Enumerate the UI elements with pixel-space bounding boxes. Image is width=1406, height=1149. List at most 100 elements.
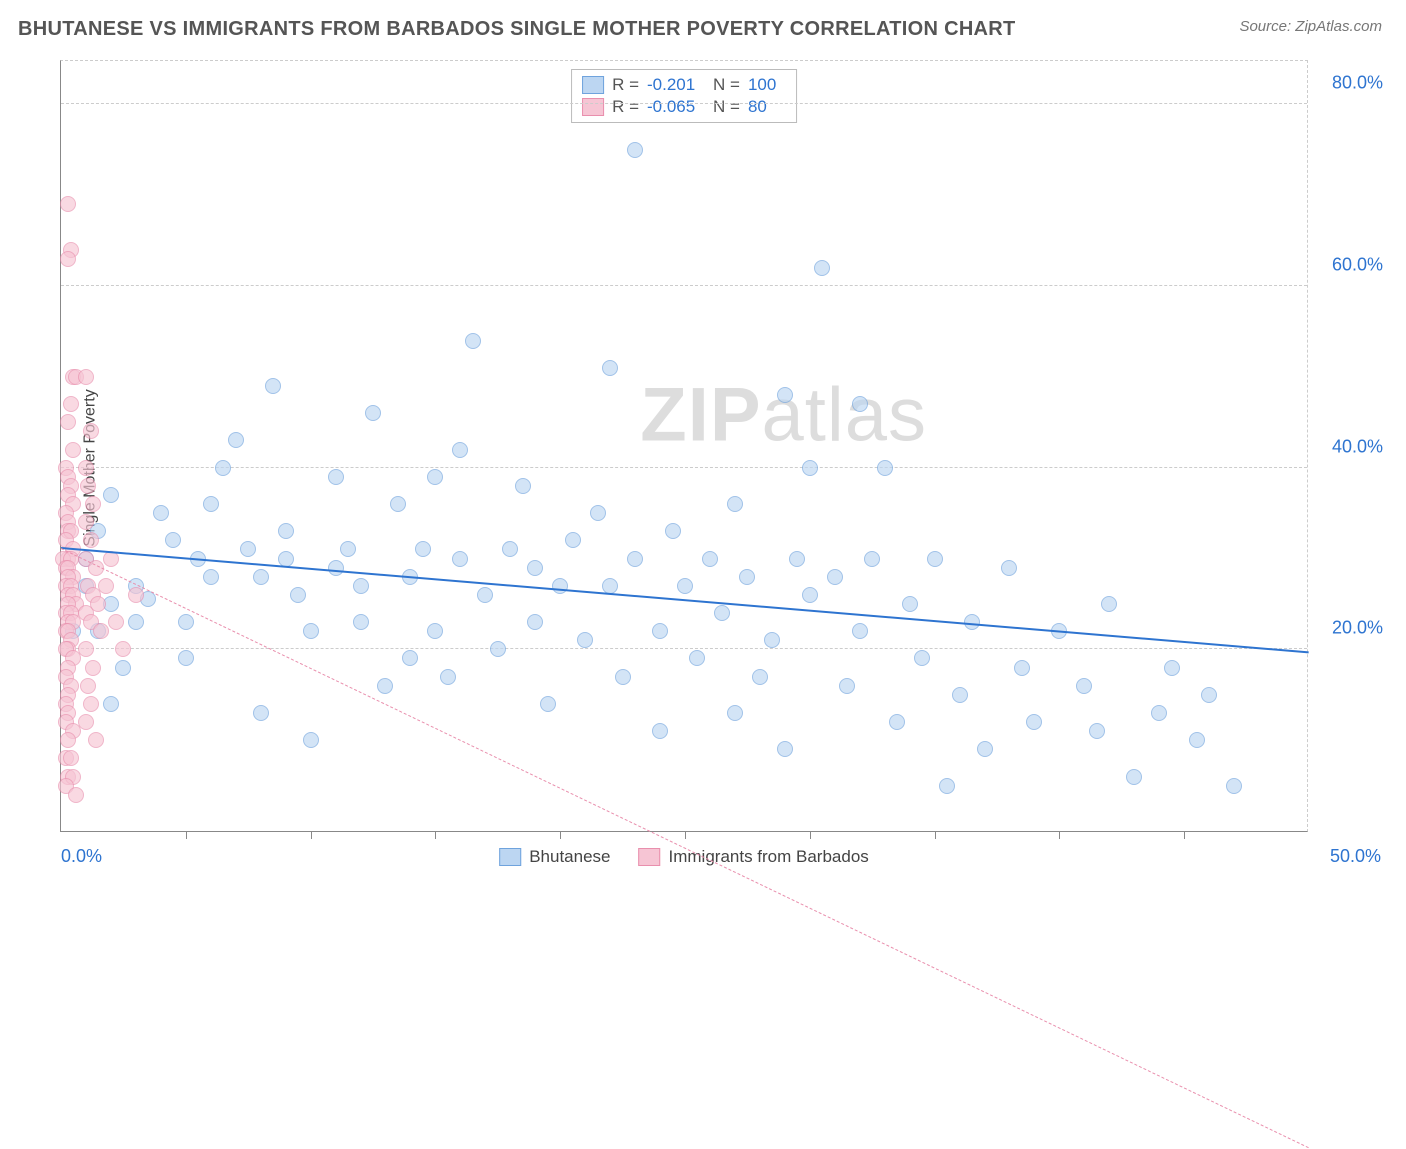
data-point xyxy=(889,714,905,730)
data-point xyxy=(877,460,893,476)
data-point xyxy=(78,460,94,476)
data-point xyxy=(1089,723,1105,739)
data-point xyxy=(552,578,568,594)
x-tick xyxy=(1059,831,1060,839)
n-value: 100 xyxy=(748,75,782,95)
x-tick xyxy=(560,831,561,839)
data-point xyxy=(1101,596,1117,612)
data-point xyxy=(290,587,306,603)
data-point xyxy=(178,650,194,666)
data-point xyxy=(440,669,456,685)
x-tick xyxy=(810,831,811,839)
data-point xyxy=(328,560,344,576)
x-tick xyxy=(685,831,686,839)
data-point xyxy=(1151,705,1167,721)
legend-label: Immigrants from Barbados xyxy=(669,847,869,867)
x-tick xyxy=(435,831,436,839)
data-point xyxy=(852,396,868,412)
data-point xyxy=(1001,560,1017,576)
data-point xyxy=(939,778,955,794)
x-tick xyxy=(1184,831,1185,839)
data-point xyxy=(490,641,506,657)
legend-label: Bhutanese xyxy=(529,847,610,867)
data-point xyxy=(303,623,319,639)
data-point xyxy=(515,478,531,494)
data-point xyxy=(652,623,668,639)
data-point xyxy=(602,578,618,594)
data-point xyxy=(390,496,406,512)
n-label: N = xyxy=(713,97,740,117)
data-point xyxy=(977,741,993,757)
scatter-plot: ZIPatlas R =-0.201N =100R =-0.065N =80 B… xyxy=(60,60,1308,832)
data-point xyxy=(465,333,481,349)
data-point xyxy=(78,514,94,530)
data-point xyxy=(714,605,730,621)
data-point xyxy=(1226,778,1242,794)
data-point xyxy=(1126,769,1142,785)
y-tick-label: 80.0% xyxy=(1332,73,1383,94)
data-point xyxy=(240,541,256,557)
data-point xyxy=(615,669,631,685)
legend-row: R =-0.065N =80 xyxy=(582,96,782,118)
r-label: R = xyxy=(612,75,639,95)
data-point xyxy=(93,623,109,639)
gridline xyxy=(61,467,1307,468)
data-point xyxy=(340,541,356,557)
series-legend: Bhutanese Immigrants from Barbados xyxy=(499,847,869,867)
data-point xyxy=(103,696,119,712)
data-point xyxy=(652,723,668,739)
data-point xyxy=(1014,660,1030,676)
legend-swatch xyxy=(499,848,521,866)
legend-item: Bhutanese xyxy=(499,847,610,867)
data-point xyxy=(1201,687,1217,703)
data-point xyxy=(115,641,131,657)
chart-title: BHUTANESE VS IMMIGRANTS FROM BARBADOS SI… xyxy=(18,18,1016,41)
n-value: 80 xyxy=(748,97,782,117)
data-point xyxy=(502,541,518,557)
data-point xyxy=(739,569,755,585)
data-point xyxy=(540,696,556,712)
data-point xyxy=(927,551,943,567)
data-point xyxy=(527,560,543,576)
data-point xyxy=(452,551,468,567)
x-tick xyxy=(311,831,312,839)
data-point xyxy=(265,378,281,394)
data-point xyxy=(365,405,381,421)
data-point xyxy=(802,587,818,603)
data-point xyxy=(777,387,793,403)
data-point xyxy=(1164,660,1180,676)
data-point xyxy=(90,596,106,612)
data-point xyxy=(702,551,718,567)
data-point xyxy=(115,660,131,676)
data-point xyxy=(839,678,855,694)
data-point xyxy=(565,532,581,548)
data-point xyxy=(353,578,369,594)
data-point xyxy=(789,551,805,567)
data-point xyxy=(203,569,219,585)
data-point xyxy=(864,551,880,567)
x-tick xyxy=(186,831,187,839)
n-label: N = xyxy=(713,75,740,95)
data-point xyxy=(353,614,369,630)
data-point xyxy=(60,251,76,267)
data-point xyxy=(78,641,94,657)
data-point xyxy=(852,623,868,639)
data-point xyxy=(85,660,101,676)
data-point xyxy=(1189,732,1205,748)
data-point xyxy=(677,578,693,594)
data-point xyxy=(914,650,930,666)
data-point xyxy=(153,505,169,521)
data-point xyxy=(902,596,918,612)
data-point xyxy=(477,587,493,603)
data-point xyxy=(527,614,543,630)
data-point xyxy=(689,650,705,666)
data-point xyxy=(764,632,780,648)
data-point xyxy=(65,442,81,458)
data-point xyxy=(402,650,418,666)
data-point xyxy=(215,460,231,476)
data-point xyxy=(415,541,431,557)
legend-swatch xyxy=(639,848,661,866)
r-label: R = xyxy=(612,97,639,117)
data-point xyxy=(1026,714,1042,730)
data-point xyxy=(68,787,84,803)
